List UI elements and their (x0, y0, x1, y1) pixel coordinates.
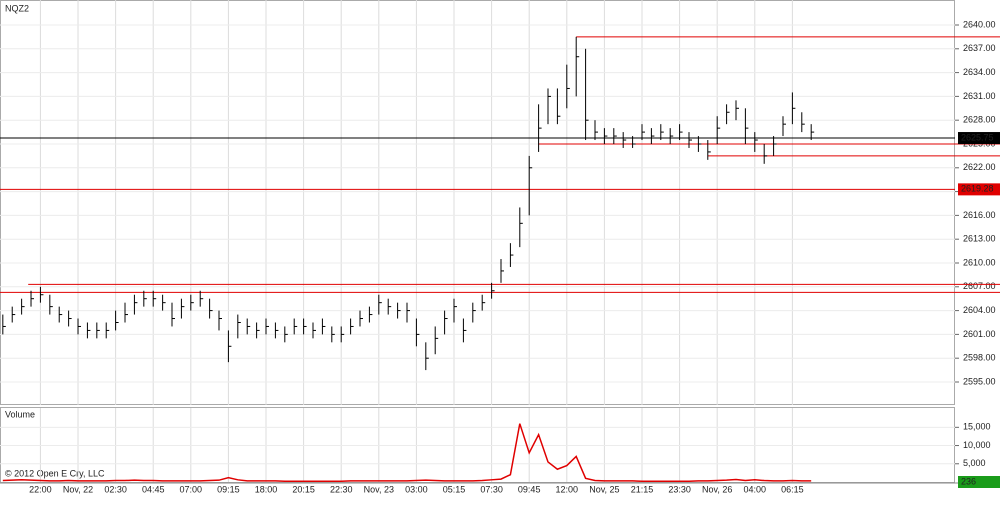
x-tick-label: 06:15 (781, 484, 804, 494)
x-tick-label: 03:00 (405, 484, 428, 494)
y-tick-label: 2622.00 (963, 162, 996, 172)
x-tick-label: Nov, 25 (589, 484, 619, 494)
alert-label: 2619.28 (961, 184, 994, 194)
volume-line (2, 423, 812, 483)
x-tick-label: 20:15 (292, 484, 315, 494)
x-tick-label: 07:30 (480, 484, 503, 494)
x-tick-label: 21:15 (631, 484, 654, 494)
x-tick-label: 09:15 (217, 484, 240, 494)
y-tick-label: 2598.00 (963, 353, 996, 363)
y-tick-label: 2631.00 (963, 91, 996, 101)
y-tick-label: 2616.00 (963, 210, 996, 220)
x-tick-label: 09:45 (518, 484, 541, 494)
volume-label: Volume (5, 409, 35, 419)
alert-box (958, 183, 1000, 196)
x-tick-label: 04:45 (142, 484, 165, 494)
y-tick-label: 5,000 (963, 458, 986, 468)
x-tick-label: 07:00 (180, 484, 203, 494)
x-tick-label: 04:00 (744, 484, 767, 494)
y-tick-label: 2640.00 (963, 19, 996, 29)
x-tick-label: 12:00 (556, 484, 579, 494)
y-tick-label: 2607.00 (963, 281, 996, 291)
y-tick-label: 2637.00 (963, 43, 996, 53)
x-tick-label: 02:30 (104, 484, 127, 494)
y-tick-label: 2601.00 (963, 329, 996, 339)
last-price-label: 2625.75 (961, 132, 994, 142)
x-tick-label: Nov, 22 (63, 484, 93, 494)
x-tick-label: 22:00 (29, 484, 52, 494)
y-tick-label: 10,000 (963, 440, 991, 450)
y-tick-label: 2634.00 (963, 67, 996, 77)
x-tick-label: 23:30 (668, 484, 691, 494)
last-price-box (958, 132, 1000, 145)
y-tick-label: 2595.00 (963, 376, 996, 386)
x-tick-label: 18:00 (255, 484, 278, 494)
price-pane (0, 0, 955, 405)
last-volume-label: 236 (961, 476, 976, 486)
y-tick-label: 2613.00 (963, 234, 996, 244)
copyright: © 2012 Open E Cry, LLC (5, 468, 105, 478)
y-tick-label: 2610.00 (963, 257, 996, 267)
x-tick-label: 22:30 (330, 484, 353, 494)
x-tick-label: Nov, 23 (364, 484, 394, 494)
x-tick-label: 05:15 (443, 484, 466, 494)
y-tick-label: 15,000 (963, 422, 991, 432)
symbol-label: NQZ2 (5, 3, 29, 13)
y-tick-label: 2604.00 (963, 305, 996, 315)
x-tick-label: Nov, 26 (702, 484, 732, 494)
last-volume-box (958, 476, 1000, 488)
y-tick-label: 2628.00 (963, 115, 996, 125)
